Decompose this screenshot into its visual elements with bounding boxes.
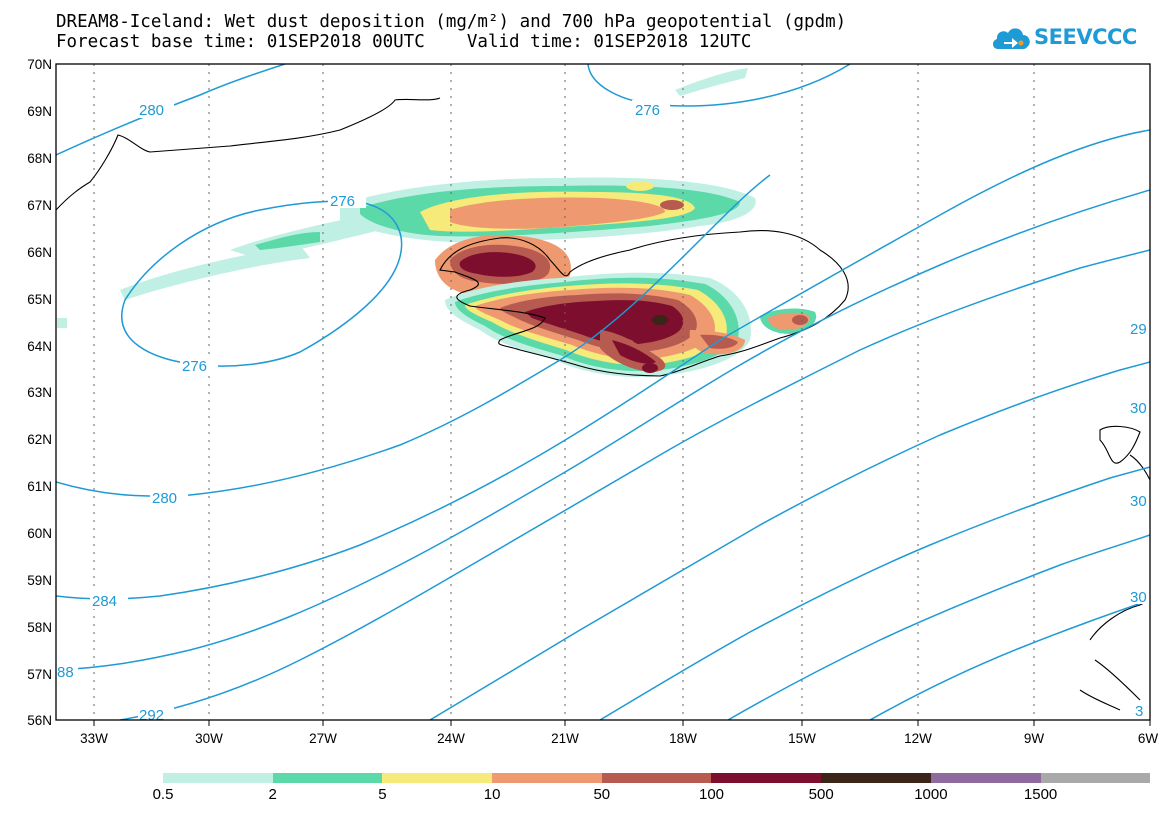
legend-label: 10 bbox=[483, 786, 501, 803]
lon-label: 18W bbox=[669, 731, 697, 746]
contour-label: 3 bbox=[1135, 703, 1143, 720]
dust-deposition-field bbox=[57, 68, 817, 378]
lon-label: 21W bbox=[551, 731, 579, 746]
contour-label: 30 bbox=[1130, 493, 1147, 510]
contour-labels: 280 276 276 276 280 284 88 292 29 30 30 … bbox=[56, 100, 1150, 724]
lon-label: 12W bbox=[904, 731, 932, 746]
lon-label: 33W bbox=[80, 731, 108, 746]
lon-label: 30W bbox=[195, 731, 223, 746]
legend-label: 0.5 bbox=[152, 786, 174, 803]
legend-swatch bbox=[1040, 773, 1151, 783]
lat-label: 67N bbox=[27, 198, 52, 213]
legend-swatch bbox=[711, 773, 822, 783]
contour-label: 280 bbox=[152, 490, 177, 507]
graticule bbox=[93, 64, 1035, 720]
lat-label: 58N bbox=[27, 620, 52, 635]
legend-swatch bbox=[821, 773, 931, 783]
contour-label: 276 bbox=[330, 193, 355, 210]
contour-label: 30 bbox=[1130, 400, 1147, 417]
color-legend bbox=[163, 773, 1151, 783]
lat-label: 59N bbox=[27, 573, 52, 588]
longitude-labels: 33W 30W 27W 24W 21W 18W 15W 12W 9W 6W bbox=[80, 731, 1158, 746]
seevccc-logo: SEEVCCC bbox=[990, 22, 1150, 56]
lat-label: 63N bbox=[27, 385, 52, 400]
lat-label: 64N bbox=[27, 339, 52, 354]
lon-label: 9W bbox=[1024, 731, 1045, 746]
contour-label: 276 bbox=[635, 102, 660, 119]
map-title: DREAM8-Iceland: Wet dust deposition (mg/… bbox=[56, 12, 847, 32]
legend-label: 500 bbox=[808, 786, 834, 803]
lon-label: 15W bbox=[788, 731, 816, 746]
contour-label: 29 bbox=[1130, 321, 1147, 338]
lon-label: 27W bbox=[309, 731, 337, 746]
lat-label: 69N bbox=[27, 104, 52, 119]
lat-label: 57N bbox=[27, 667, 52, 682]
lat-label: 70N bbox=[27, 57, 52, 72]
legend-swatch bbox=[492, 773, 602, 783]
lat-label: 62N bbox=[27, 432, 52, 447]
legend-label: 100 bbox=[698, 786, 725, 803]
legend-swatch bbox=[601, 773, 712, 783]
lat-label: 60N bbox=[27, 526, 52, 541]
legend-label: 5 bbox=[378, 786, 387, 803]
geopotential-contours bbox=[56, 64, 1150, 720]
lat-label: 61N bbox=[27, 479, 52, 494]
lon-label: 24W bbox=[437, 731, 465, 746]
legend-swatch bbox=[382, 773, 493, 783]
contour-label: 30 bbox=[1130, 589, 1147, 606]
legend-swatch bbox=[272, 773, 383, 783]
lat-label: 65N bbox=[27, 292, 52, 307]
legend-label: 2 bbox=[268, 786, 277, 803]
map-frame bbox=[55, 63, 1151, 721]
contour-label: 276 bbox=[182, 358, 207, 375]
contour-label: 292 bbox=[139, 707, 164, 724]
lat-label: 56N bbox=[27, 713, 52, 728]
contour-label: 284 bbox=[92, 593, 117, 610]
latitude-labels: 70N 69N 68N 67N 66N 65N 64N 63N 62N 61N … bbox=[27, 57, 52, 728]
forecast-time-line: Forecast base time: 01SEP2018 00UTC Vali… bbox=[56, 32, 752, 52]
legend-swatch bbox=[930, 773, 1041, 783]
lon-label: 6W bbox=[1138, 731, 1159, 746]
legend-swatch bbox=[163, 773, 273, 783]
axis-ticks bbox=[93, 720, 1151, 726]
contour-label: 280 bbox=[139, 102, 164, 119]
coastlines bbox=[56, 97, 1150, 711]
lat-label: 66N bbox=[27, 245, 52, 260]
legend-label: 1500 bbox=[1023, 786, 1058, 803]
lat-label: 68N bbox=[27, 151, 52, 166]
legend-label: 50 bbox=[593, 786, 611, 803]
legend-label: 1000 bbox=[914, 786, 948, 803]
contour-label: 88 bbox=[57, 664, 74, 681]
cloud-icon bbox=[992, 28, 1030, 49]
logo-text: SEEVCCC bbox=[1034, 25, 1137, 49]
